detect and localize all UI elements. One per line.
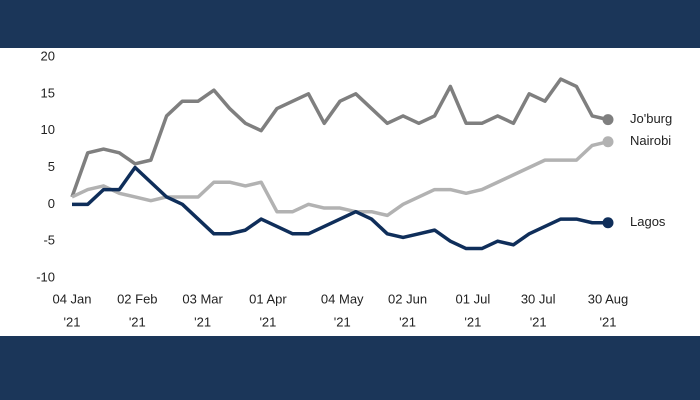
x-tick-label: 01 Apr bbox=[249, 291, 287, 306]
legend-label: Nairobi bbox=[630, 133, 671, 148]
x-tick-label: 03 Mar bbox=[182, 291, 223, 306]
end-marker bbox=[602, 136, 614, 148]
y-tick-label: -10 bbox=[36, 269, 55, 284]
x-tick-label: 30 Jul bbox=[521, 291, 556, 306]
y-tick-label: 15 bbox=[41, 85, 55, 100]
legend-label: Jo'burg bbox=[630, 111, 672, 126]
x-tick-label: 04 Jan bbox=[52, 291, 91, 306]
legend-label: Lagos bbox=[630, 214, 666, 229]
x-tick-label: '21 bbox=[194, 314, 211, 329]
x-tick-label: 04 May bbox=[321, 291, 364, 306]
y-tick-label: 10 bbox=[41, 122, 55, 137]
series-line bbox=[70, 77, 609, 198]
series-line bbox=[72, 165, 608, 251]
end-marker bbox=[602, 114, 614, 126]
y-tick-label: 20 bbox=[41, 48, 55, 63]
x-tick-label: '21 bbox=[334, 314, 351, 329]
x-tick-label: 02 Jun bbox=[388, 291, 427, 306]
x-tick-label: '21 bbox=[600, 314, 617, 329]
y-tick-label: 5 bbox=[48, 159, 55, 174]
x-tick-label: 30 Aug bbox=[588, 291, 629, 306]
x-tick-label: '21 bbox=[64, 314, 81, 329]
y-tick-label: -5 bbox=[43, 233, 55, 248]
bottom-banner bbox=[0, 336, 700, 400]
x-tick-label: 01 Jul bbox=[456, 291, 491, 306]
x-tick-label: '21 bbox=[259, 314, 276, 329]
series-line bbox=[71, 140, 609, 218]
x-tick-label: '21 bbox=[530, 314, 547, 329]
top-banner bbox=[0, 0, 700, 48]
x-tick-label: '21 bbox=[399, 314, 416, 329]
x-tick-label: 02 Feb bbox=[117, 291, 157, 306]
y-tick-label: 0 bbox=[48, 196, 55, 211]
end-marker bbox=[602, 217, 614, 229]
x-tick-label: '21 bbox=[464, 314, 481, 329]
x-tick-label: '21 bbox=[129, 314, 146, 329]
